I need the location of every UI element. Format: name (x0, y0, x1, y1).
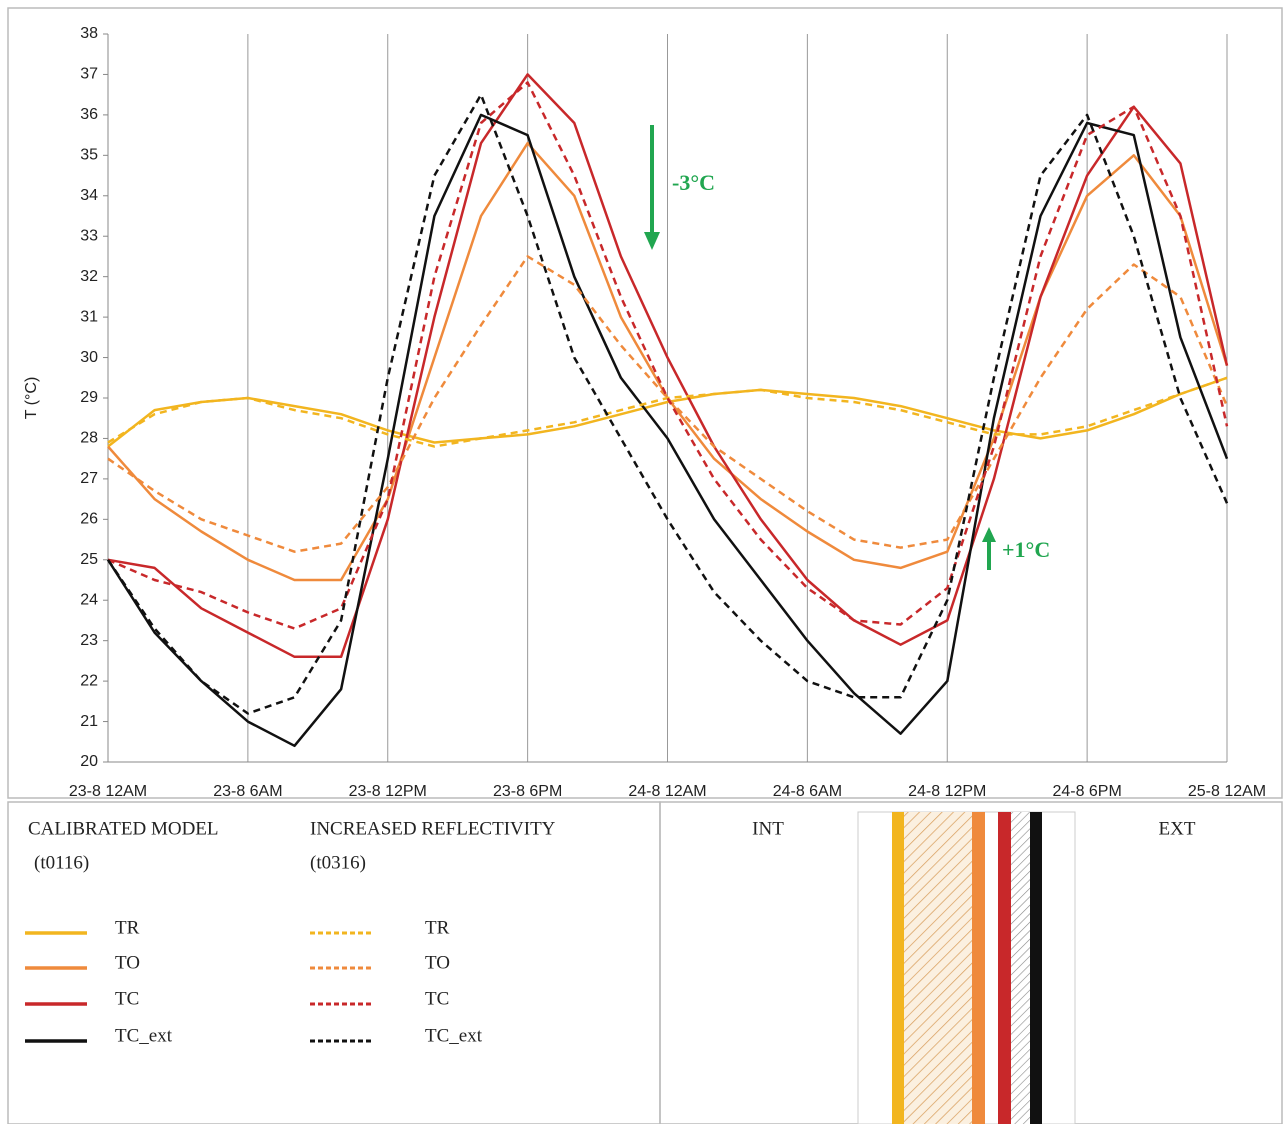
y-tick-label: 31 (80, 308, 98, 325)
x-tick-label: 24-8 6PM (1052, 783, 1121, 800)
legend-frame (7, 801, 661, 1125)
y-tick-label: 30 (80, 349, 98, 366)
legend-label: TC_ext (425, 1025, 483, 1046)
y-tick-label: 25 (80, 551, 98, 568)
x-tick-label: 25-8 12AM (1188, 783, 1266, 800)
legend-label: TR (115, 917, 140, 938)
wall-layer (998, 812, 1011, 1124)
y-tick-label: 38 (80, 25, 98, 42)
wall-layer (972, 812, 985, 1124)
y-tick-label: 23 (80, 632, 98, 649)
wall-label: EXT (1159, 818, 1196, 839)
legend-label: TC_ext (115, 1025, 173, 1046)
annotation: -3°C (672, 170, 715, 195)
series-line (107, 376, 1228, 448)
x-tick-label: 24-8 6AM (773, 783, 842, 800)
y-tick-label: 29 (80, 389, 98, 406)
legend-label: TO (115, 952, 140, 973)
y-tick-label: 27 (80, 470, 98, 487)
y-tick-label: 35 (80, 147, 98, 164)
y-tick-label: 32 (80, 268, 98, 285)
series-line (107, 376, 1228, 448)
y-tick-label: 26 (80, 511, 98, 528)
legend-group-subtitle: (t0316) (310, 852, 366, 873)
series-line (107, 255, 1229, 553)
legend-label: TC (115, 988, 139, 1009)
x-tick-label: 24-8 12AM (628, 783, 706, 800)
y-tick-label: 20 (80, 753, 98, 770)
legend-label: TC (425, 988, 449, 1009)
x-tick-label: 24-8 12PM (908, 783, 986, 800)
y-tick-label: 22 (80, 672, 98, 689)
x-tick-label: 23-8 12PM (349, 783, 427, 800)
x-tick-label: 23-8 12AM (69, 783, 147, 800)
y-tick-label: 28 (80, 430, 98, 447)
legend-label: TO (425, 952, 450, 973)
wall-label: INT (752, 818, 784, 839)
series-line (107, 73, 1229, 659)
y-tick-label: 33 (80, 227, 98, 244)
annotation: +1°C (1002, 537, 1050, 562)
legend-group-title: INCREASED REFLECTIVITY (310, 818, 556, 839)
legend-group-subtitle: (t0116) (34, 852, 89, 873)
annotation-arrow (644, 232, 660, 250)
y-tick-label: 21 (80, 713, 98, 730)
wall-layer (904, 812, 972, 1124)
chart-frame (7, 7, 1283, 799)
wall-layer (892, 812, 904, 1124)
legend-group-title: CALIBRATED MODEL (28, 818, 219, 839)
y-tick-label: 24 (80, 591, 98, 608)
y-tick-label: 37 (80, 66, 98, 83)
wall-layer (1030, 812, 1042, 1124)
series-line (107, 81, 1229, 630)
y-tick-label: 34 (80, 187, 98, 204)
x-tick-label: 23-8 6AM (213, 783, 282, 800)
legend-label: TR (425, 917, 450, 938)
wall-layer (1011, 812, 1030, 1124)
x-tick-label: 23-8 6PM (493, 783, 562, 800)
y-tick-label: 36 (80, 106, 98, 123)
annotation-arrow (982, 527, 996, 542)
series-line (106, 113, 1229, 748)
y-axis-label: T (°C) (23, 377, 40, 420)
wall-diagram (857, 811, 1076, 1125)
series-line (106, 93, 1229, 715)
